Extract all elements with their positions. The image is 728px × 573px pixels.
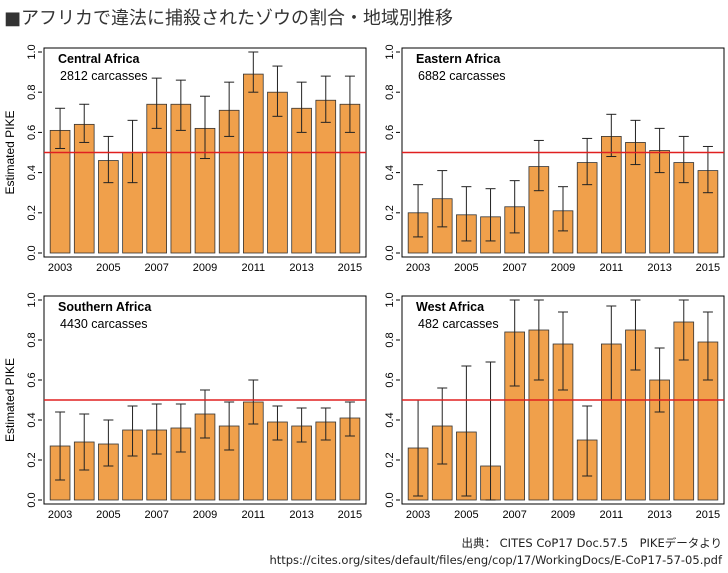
figure-title: ■アフリカで違法に捕殺されたゾウの割合・地域別推移	[4, 8, 454, 29]
x-tick-label: 2009	[193, 262, 217, 274]
y-tick-label: 0.0	[26, 492, 38, 507]
x-tick-label: 2009	[551, 509, 575, 521]
x-tick-label: 2005	[454, 509, 478, 521]
source-citation: 出典： CITES CoP17 Doc.57.5 PIKEデータより	[461, 536, 723, 550]
x-tick-label: 2009	[551, 262, 575, 274]
source-url[interactable]: https://cites.org/sites/default/files/en…	[269, 553, 722, 567]
y-tick-label: 0.6	[26, 125, 38, 140]
panel-carcass-count: 482 carcasses	[418, 317, 499, 331]
y-tick-label: 0.2	[26, 452, 38, 467]
y-tick-label: 0.0	[384, 492, 396, 507]
panel-2: 0.0 0.2 0.4 0.6 0.8 1.0 Estimated PIKE 2003 2005…	[3, 292, 367, 521]
panel-title: Southern Africa	[58, 300, 152, 314]
panel-carcass-count: 4430 carcasses	[60, 317, 148, 331]
y-tick-label: 0.2	[384, 205, 396, 220]
x-tick-label: 2013	[289, 262, 313, 274]
x-tick-label: 2005	[96, 262, 120, 274]
y-tick-label: 1.0	[26, 292, 38, 307]
x-tick-label: 2005	[454, 262, 478, 274]
y-tick-label: 0.8	[26, 85, 38, 100]
y-tick-label: 0.6	[384, 372, 396, 387]
panel-carcass-count: 2812 carcasses	[60, 69, 148, 83]
bar	[243, 73, 264, 254]
y-tick-label: 1.0	[384, 292, 396, 307]
y-axis-label: Estimated PIKE	[3, 110, 17, 194]
y-tick-label: 0.8	[384, 332, 396, 347]
x-tick-label: 2007	[144, 509, 168, 521]
x-tick-label: 2011	[241, 509, 265, 521]
x-tick-label: 2015	[696, 509, 720, 521]
x-tick-label: 2007	[502, 509, 526, 521]
x-tick-label: 2005	[96, 509, 120, 521]
x-tick-label: 2013	[289, 509, 313, 521]
y-tick-label: 0.4	[384, 165, 396, 180]
y-tick-label: 0.4	[26, 412, 38, 427]
panel-carcass-count: 6882 carcasses	[418, 69, 506, 83]
x-tick-label: 2007	[144, 262, 168, 274]
bar	[315, 99, 337, 254]
panel-title: Eastern Africa	[416, 52, 501, 66]
y-tick-label: 1.0	[26, 44, 38, 59]
bar	[73, 123, 95, 254]
y-tick-label: 0.8	[26, 332, 38, 347]
y-tick-label: 1.0	[384, 44, 396, 59]
x-tick-label: 2013	[647, 509, 671, 521]
panel-title: Central Africa	[58, 52, 141, 66]
x-tick-label: 2011	[599, 262, 623, 274]
x-tick-label: 2003	[48, 509, 72, 521]
x-tick-label: 2015	[338, 509, 362, 521]
y-tick-label: 0.4	[26, 165, 38, 180]
y-tick-label: 0.0	[384, 245, 396, 260]
panel-1: 0.0 0.2 0.4 0.6 0.8 1.0 2003 2005 2007 2009 2011 20…	[384, 44, 725, 274]
panel-0: 0.0 0.2 0.4 0.6 0.8 1.0 Estimated PIKE 2003 2005…	[3, 44, 367, 274]
y-tick-label: 0.2	[384, 452, 396, 467]
source-note: 出典： CITES CoP17 Doc.57.5 PIKEデータより https…	[269, 535, 722, 569]
x-tick-label: 2003	[406, 509, 430, 521]
y-axis-label: Estimated PIKE	[3, 358, 17, 442]
y-tick-label: 0.8	[384, 85, 396, 100]
y-tick-label: 0.4	[384, 412, 396, 427]
y-tick-label: 0.0	[26, 245, 38, 260]
x-tick-label: 2009	[193, 509, 217, 521]
x-tick-label: 2007	[502, 262, 526, 274]
x-tick-label: 2003	[406, 262, 430, 274]
panel-3: 0.0 0.2 0.4 0.6 0.8 1.0 2003 2005 2007 2009 2011 20…	[384, 292, 725, 521]
x-tick-label: 2011	[241, 262, 265, 274]
x-tick-label: 2013	[647, 262, 671, 274]
y-tick-label: 0.2	[26, 205, 38, 220]
x-tick-label: 2015	[338, 262, 362, 274]
x-tick-label: 2011	[599, 509, 623, 521]
x-tick-label: 2015	[696, 262, 720, 274]
y-tick-label: 0.6	[26, 372, 38, 387]
y-tick-label: 0.6	[384, 125, 396, 140]
panel-title: West Africa	[416, 300, 485, 314]
x-tick-label: 2003	[48, 262, 72, 274]
